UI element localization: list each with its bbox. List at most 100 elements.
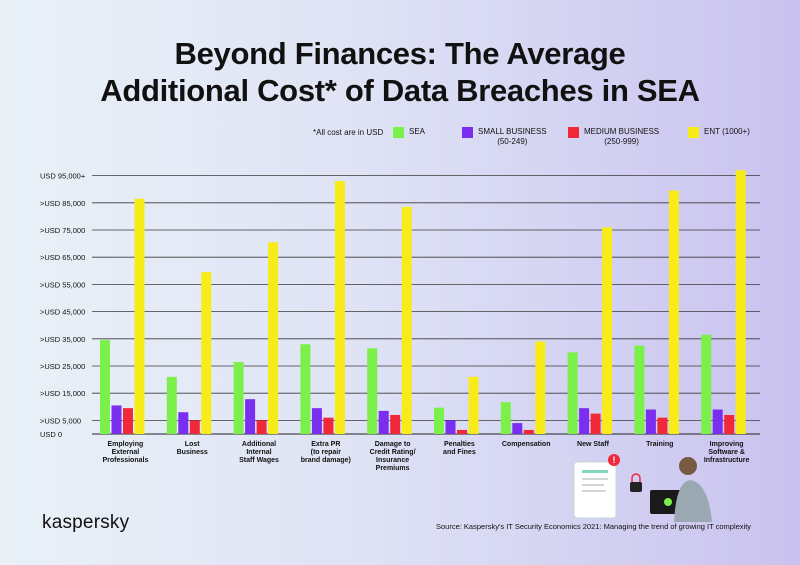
legend-item-medium-business: MEDIUM BUSINESS (250-999)	[568, 127, 659, 147]
bar	[323, 417, 334, 434]
x-tick-label: (to repair	[311, 449, 342, 456]
bar	[724, 414, 735, 434]
x-tick-label: New Staff	[577, 441, 610, 448]
x-tick-label: Lost	[185, 441, 200, 448]
x-tick-label: and Fines	[443, 449, 476, 456]
bar	[334, 181, 345, 434]
x-tick-label: Infrastructure	[704, 457, 750, 464]
bar	[390, 414, 401, 434]
bar	[311, 408, 322, 434]
x-tick-label: Extra PR	[311, 441, 340, 448]
legend-label-small-business-main: SMALL BUSINESS	[478, 127, 547, 136]
bar	[201, 272, 212, 434]
x-tick-label: Additional	[242, 441, 276, 448]
legend-label-medium-business-main: MEDIUM BUSINESS	[584, 127, 660, 136]
document-line	[582, 484, 604, 486]
bar	[579, 408, 590, 434]
source-note: Source: Kaspersky's IT Security Economic…	[436, 522, 752, 531]
y-tick-label: >USD 55,000	[40, 280, 85, 289]
chart-title-line-1: Beyond Finances: The Average	[174, 36, 626, 71]
bar	[300, 344, 311, 434]
legend-item-sea: SEA	[393, 127, 425, 138]
bar	[468, 376, 479, 434]
bar	[123, 408, 133, 434]
bar	[645, 409, 656, 434]
legend-label-ent: ENT (1000+)	[704, 127, 750, 136]
legend-note: *All cost are in USD	[313, 128, 384, 137]
chart-title-line-2: Additional Cost* of Data Breaches in SEA	[100, 73, 700, 108]
bar	[189, 420, 200, 434]
x-tick-label: Compensation	[502, 441, 551, 448]
bar	[657, 417, 668, 434]
alert-icon	[608, 454, 620, 466]
lock-icon	[630, 482, 642, 492]
person-body	[674, 480, 712, 522]
y-tick-label: >USD 45,000	[40, 308, 85, 317]
x-tick-label: Software &	[708, 449, 745, 456]
y-tick-label: USD 0	[40, 430, 62, 439]
legend-swatch-small-business	[462, 127, 473, 138]
bar	[268, 242, 279, 434]
x-tick-label: Employing	[108, 441, 144, 448]
bar	[166, 376, 177, 434]
bar	[111, 405, 122, 434]
bar	[634, 345, 645, 434]
bar	[523, 429, 534, 434]
alert-symbol: !	[613, 455, 616, 465]
y-tick-label: >USD 35,000	[40, 335, 85, 344]
bar	[233, 361, 244, 434]
x-tick-label: Internal	[246, 449, 271, 456]
y-tick-label: >USD 65,000	[40, 253, 85, 262]
bar	[434, 407, 444, 434]
x-tick-label: Insurance	[376, 457, 409, 464]
x-tick-label: Training	[646, 441, 673, 448]
laptop-logo	[664, 498, 672, 506]
legend-item-ent: ENT (1000+)	[688, 127, 750, 138]
bar	[245, 399, 256, 434]
y-tick-label: >USD 75,000	[40, 226, 85, 235]
bar	[567, 352, 578, 434]
document-line	[582, 478, 608, 480]
legend-label-small-business: SMALL BUSINESS (50-249)	[478, 127, 547, 147]
bar	[401, 206, 412, 434]
legend-label-sea: SEA	[409, 127, 426, 136]
bar	[712, 409, 723, 434]
person-head	[679, 457, 697, 475]
x-tick-label: Professionals	[102, 457, 148, 464]
bar	[735, 170, 746, 434]
x-tick-label: Damage to	[375, 441, 411, 448]
bar	[134, 198, 145, 434]
bar	[500, 402, 511, 434]
x-tick-label: Business	[177, 449, 208, 456]
bar	[602, 227, 613, 434]
bar	[178, 412, 189, 434]
x-tick-label: Staff Wages	[239, 457, 279, 464]
x-tick-label: Premiums	[376, 465, 410, 472]
illustration-svg: !	[573, 454, 712, 522]
y-tick-label: >USD 5,000	[40, 416, 81, 425]
bar	[445, 420, 456, 434]
legend-label-medium-business-sub: (250-999)	[604, 137, 639, 146]
y-tick-label: >USD 85,000	[40, 199, 85, 208]
bar	[457, 429, 467, 434]
legend-swatch-sea	[393, 127, 404, 138]
document-line	[582, 470, 608, 473]
x-tick-label: Penalties	[444, 441, 475, 448]
legend-label-small-business-sub: (50-249)	[497, 137, 528, 146]
kaspersky-logo: kaspersky	[42, 512, 130, 533]
bar	[535, 341, 546, 434]
x-tick-label: External	[112, 449, 140, 456]
legend-item-small-business: SMALL BUSINESS (50-249)	[462, 127, 547, 147]
lock-shackle	[631, 473, 641, 482]
chart-title: Beyond Finances: The Average Additional …	[0, 35, 800, 109]
chart-legend: *All cost are in USD SEA SMALL BUSINESS …	[0, 127, 800, 167]
bar	[512, 423, 523, 434]
legend-swatch-ent	[688, 127, 699, 138]
y-tick-label: >USD 15,000	[40, 389, 85, 398]
bar	[590, 413, 601, 434]
legend-label-medium-business: MEDIUM BUSINESS (250-999)	[584, 127, 659, 147]
x-tick-label: brand damage)	[301, 457, 351, 464]
person-laptop-document-illustration: !	[570, 452, 730, 522]
bar	[668, 190, 679, 434]
